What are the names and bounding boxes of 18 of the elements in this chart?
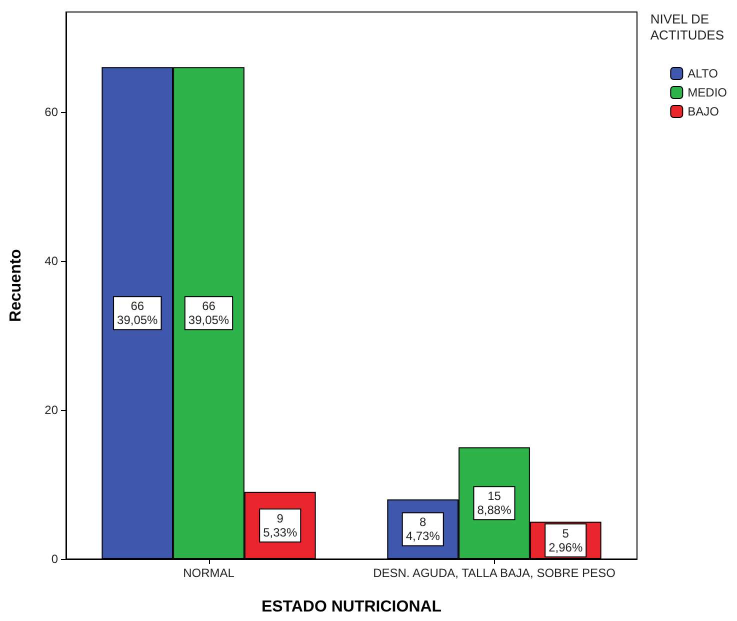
y-tick-label: 0 — [51, 552, 58, 566]
x-tick-label: NORMAL — [183, 566, 235, 580]
data-label: 8 4,73% — [406, 515, 440, 544]
y-tick-label: 60 — [44, 104, 58, 119]
y-axis-title: Recuento — [8, 248, 24, 322]
y-tick-label: 20 — [44, 402, 58, 417]
legend-title: NIVEL DE ACTITUDES — [650, 12, 724, 42]
legend-label: ALTO — [688, 66, 718, 80]
x-tick-label: DESN. AGUDA, TALLA BAJA, SOBRE PESO — [373, 566, 616, 580]
legend-label: MEDIO — [688, 86, 728, 100]
x-axis-title: ESTADO NUTRICIONAL — [261, 598, 442, 616]
data-label: 9 5,33% — [263, 511, 298, 540]
data-label: 5 2,96% — [548, 526, 583, 554]
data-label: 15 8,88% — [477, 489, 512, 518]
data-label: 66 39,05% — [117, 299, 158, 328]
data-label: 66 39,05% — [188, 299, 230, 328]
legend-label: BAJO — [688, 104, 720, 118]
y-tick-label: 40 — [44, 254, 58, 268]
